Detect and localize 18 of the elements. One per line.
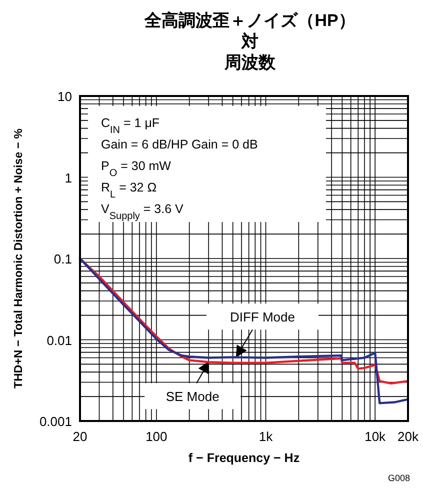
annotation: DIFF Mode: [230, 310, 296, 325]
x-axis-title: f − Frequency − Hz: [188, 451, 300, 465]
y-tick-label: 0.01: [46, 332, 72, 348]
x-tick-label: 10k: [364, 429, 386, 444]
y-axis-title: THD+N − Total Harmonic Distortion + Noise − %: [13, 128, 25, 388]
x-tick-label: 100: [146, 429, 168, 444]
x-tick-label: 20: [72, 429, 88, 444]
y-tick-label: 0.1: [54, 252, 72, 266]
y-tick-label: 1: [64, 170, 72, 186]
x-tick-label: 1k: [258, 429, 274, 444]
chart-title: 全高調波歪＋ノイズ（HP）: [144, 11, 356, 30]
y-tick-label: 0.001: [39, 414, 72, 429]
x-tick-label: 20k: [398, 429, 419, 444]
text: G008: [388, 473, 410, 483]
annotation: SE Mode: [166, 389, 220, 404]
y-tick-label: 10: [58, 89, 72, 104]
chart-subtitle: 対周波数: [224, 32, 276, 72]
text: C$_{IN}$ = 1 μF Gain = 6 dB/HP Gain = 0 dB P$_{O}$ = 30 mW R$_{L}$ = 32 Ω V$_{Supply}$ = 3.6 V: [101, 116, 258, 222]
